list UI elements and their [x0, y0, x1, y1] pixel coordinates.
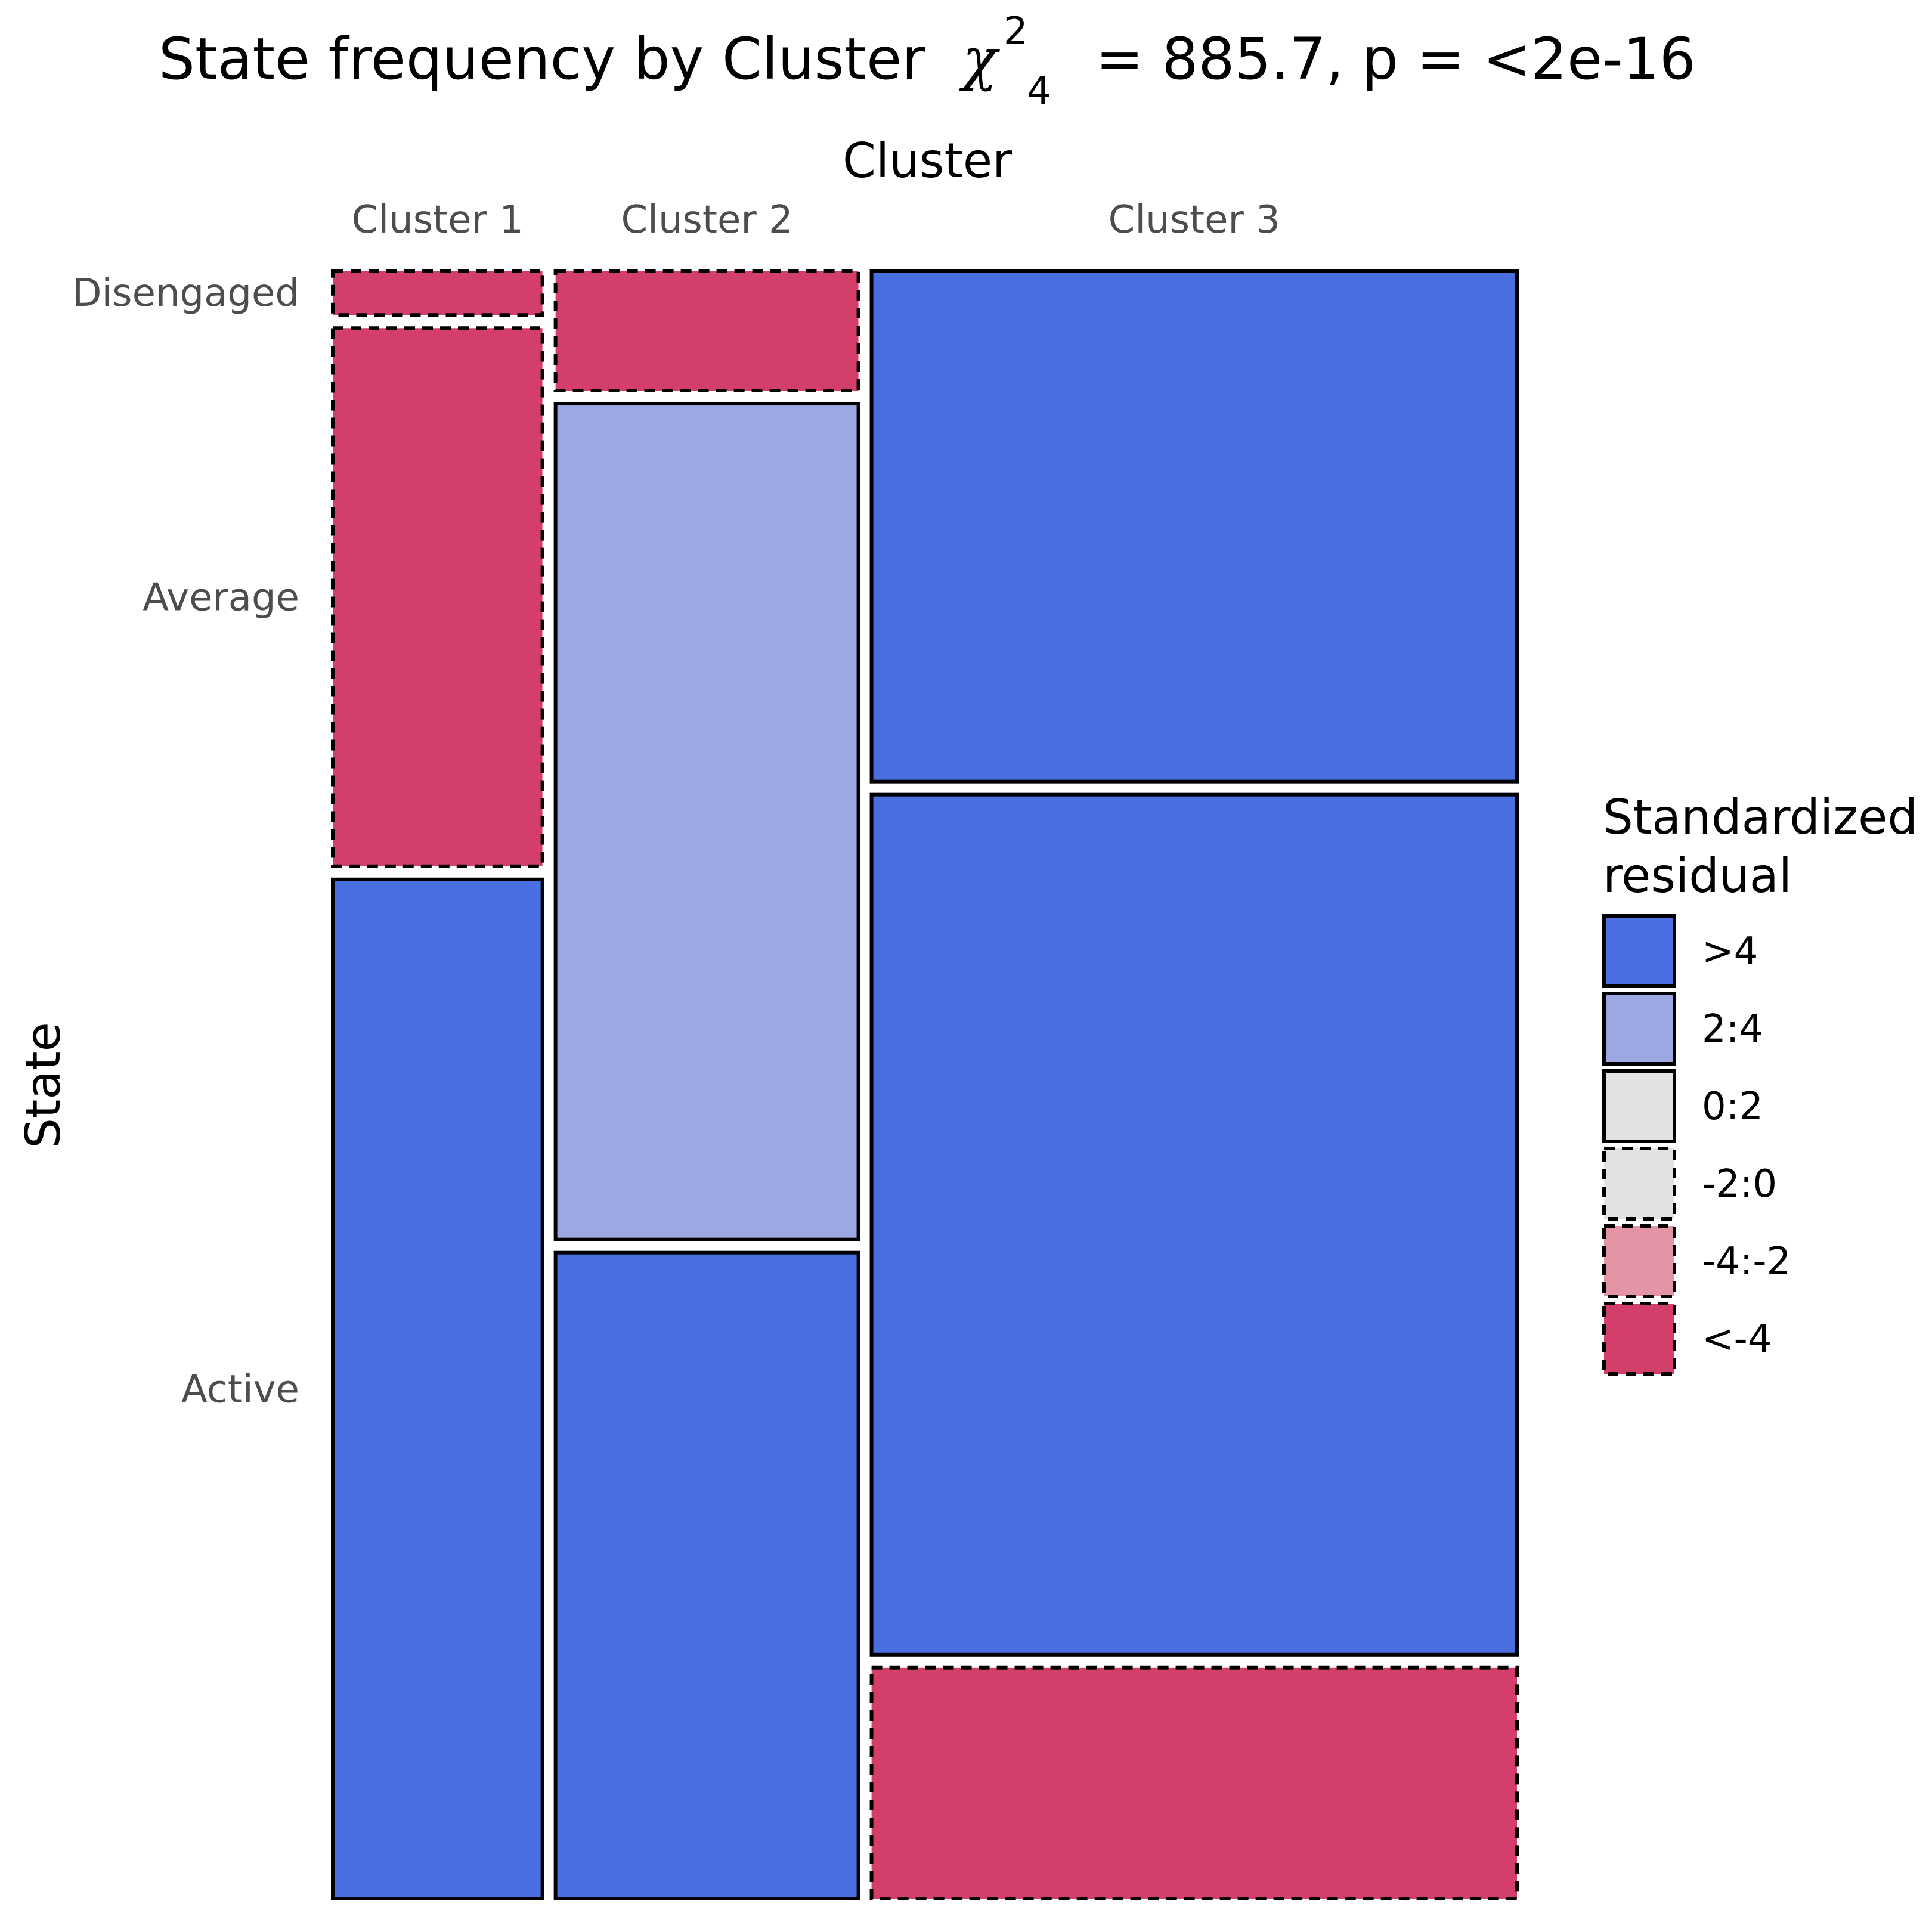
chart-title-prefix: State frequency by Cluster: [159, 26, 925, 92]
legend-title: Standardized residual: [1603, 789, 1932, 903]
tile-cluster-1-active: [331, 877, 544, 1900]
chart-title-suffix: = 885.7, p = <2e-16: [1095, 26, 1696, 92]
legend-label-6: <-4: [1702, 1317, 1772, 1361]
legend-key-1: [1602, 914, 1676, 988]
legend-item-2: 2:4: [1602, 992, 1763, 1066]
legend-label-4: -2:0: [1702, 1162, 1777, 1206]
chi-subscript: 4: [1027, 69, 1051, 113]
tile-cluster-3-active: [869, 1665, 1519, 1901]
chi-superscript: 2: [1004, 10, 1028, 54]
row-label-disengaged: Disengaged: [72, 271, 299, 315]
tile-cluster-2-disengaged: [553, 269, 860, 393]
legend-label-5: -4:-2: [1702, 1240, 1791, 1284]
legend-key-2: [1602, 992, 1676, 1066]
column-label-cluster-1: Cluster 1: [352, 198, 524, 242]
chart-title: State frequency by Cluster χ 2 4 = 885.7…: [159, 0, 1696, 117]
x-axis-title: Cluster: [843, 133, 1012, 188]
mosaic-tiles: [331, 269, 1519, 1901]
column-labels: Cluster 1 Cluster 2 Cluster 3: [352, 198, 1280, 242]
row-labels: Disengaged Average Active: [72, 271, 299, 1411]
column-label-cluster-2: Cluster 2: [621, 198, 792, 242]
legend-label-1: >4: [1702, 930, 1758, 974]
tile-cluster-1-average: [331, 326, 544, 868]
row-label-active: Active: [181, 1367, 299, 1411]
row-label-average: Average: [143, 576, 299, 620]
legend-key-6: [1602, 1302, 1676, 1376]
legend: Standardized residual >4 2:4 0:2 -2:0 -4:-2 <…: [1602, 789, 1932, 1376]
legend-item-5: -4:-2: [1602, 1224, 1791, 1298]
tile-cluster-3-average: [869, 792, 1519, 1657]
legend-label-3: 0:2: [1702, 1085, 1763, 1129]
legend-items: >4 2:4 0:2 -2:0 -4:-2 <-4: [1602, 914, 1791, 1376]
column-label-cluster-3: Cluster 3: [1109, 198, 1280, 242]
legend-item-4: -2:0: [1602, 1147, 1777, 1221]
tile-cluster-2-average: [553, 402, 860, 1241]
tile-cluster-3-disengaged: [869, 269, 1519, 784]
tile-cluster-2-active: [553, 1250, 860, 1900]
legend-key-4: [1602, 1147, 1676, 1221]
legend-item-3: 0:2: [1602, 1069, 1763, 1143]
legend-title-line-2: residual: [1603, 848, 1792, 903]
chi-symbol: χ: [959, 26, 1000, 92]
legend-label-2: 2:4: [1702, 1007, 1763, 1051]
legend-key-3: [1602, 1069, 1676, 1143]
legend-item-6: <-4: [1602, 1302, 1772, 1376]
y-axis-title: State: [16, 1022, 71, 1148]
tile-cluster-1-disengaged: [331, 269, 544, 317]
legend-title-line-1: Standardized: [1603, 789, 1918, 845]
legend-key-5: [1602, 1224, 1676, 1298]
legend-item-1: >4: [1602, 914, 1758, 988]
